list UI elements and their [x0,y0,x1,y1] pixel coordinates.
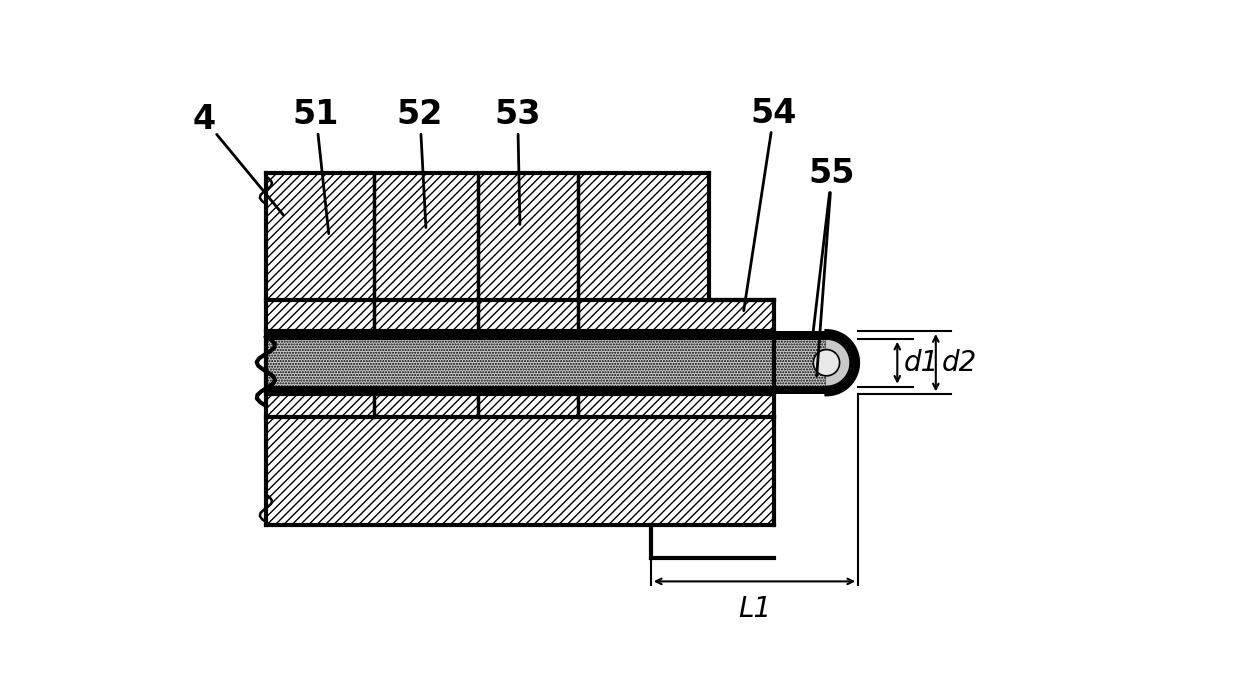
Text: 52: 52 [397,98,443,131]
Text: d1: d1 [904,349,939,376]
Polygon shape [265,300,774,331]
Circle shape [813,350,839,376]
Polygon shape [826,331,858,394]
Polygon shape [265,173,708,300]
Bar [264,331,826,339]
Polygon shape [826,339,851,387]
Text: 51: 51 [293,98,339,131]
Text: 54: 54 [751,97,797,130]
Polygon shape [265,394,774,418]
Text: L1: L1 [738,595,771,623]
Text: 55: 55 [808,157,856,190]
Polygon shape [265,418,774,525]
Text: 4: 4 [192,103,216,136]
Text: 53: 53 [495,98,541,131]
Bar [264,339,826,387]
Text: d2: d2 [942,349,977,376]
Bar [264,387,826,394]
